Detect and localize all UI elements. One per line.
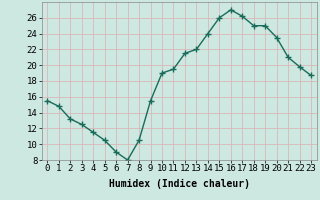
X-axis label: Humidex (Indice chaleur): Humidex (Indice chaleur) bbox=[109, 179, 250, 189]
